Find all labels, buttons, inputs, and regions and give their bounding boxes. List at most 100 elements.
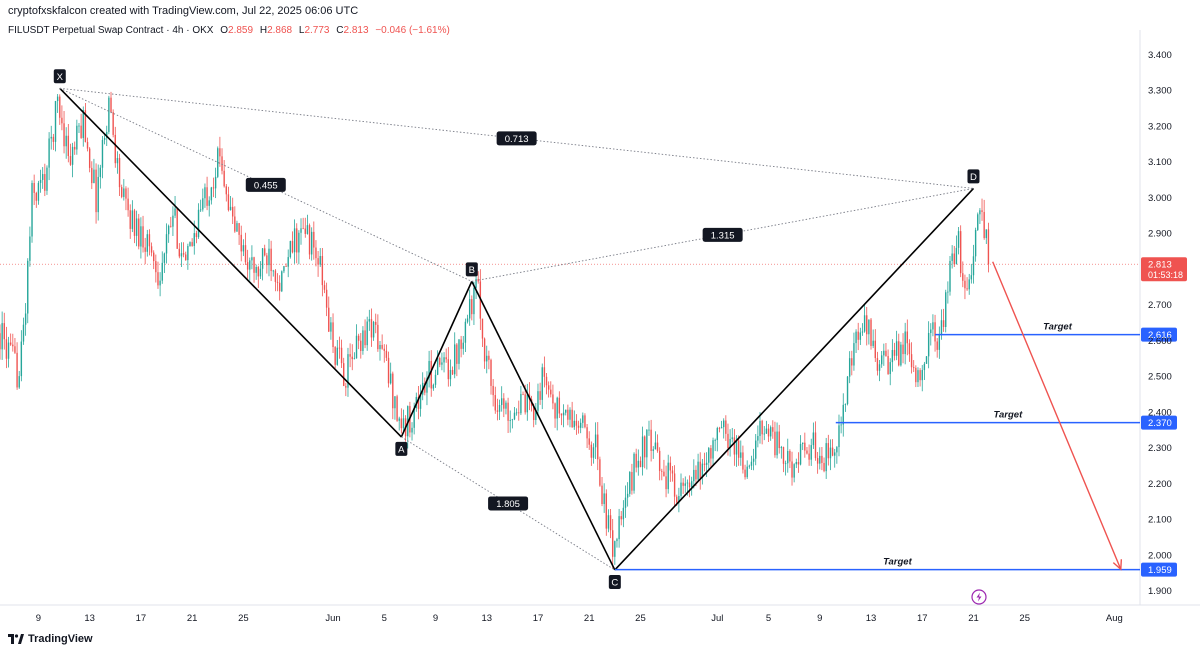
candle-body [490,359,492,386]
candle-body [112,112,114,135]
candle-body [880,355,883,365]
pattern-leg [471,281,616,571]
symbol-legend[interactable]: FILUSDT Perpetual Swap Contract · 4h · O… [8,25,450,36]
candle-body [624,497,627,508]
candle-body [701,463,704,478]
candle-body [913,367,915,369]
candle-body [665,476,667,490]
candle-body [133,210,136,236]
candle-body [116,158,119,164]
candle-body [825,443,827,472]
candle-body [144,247,146,252]
candle-body [829,447,832,459]
candle-body [253,257,255,273]
candle-body [671,470,674,474]
candle-body [259,268,262,277]
candle-body [565,409,567,413]
symbol-title[interactable]: FILUSDT Perpetual Swap Contract · 4h · O… [8,25,214,36]
x-tick-label: 9 [433,613,438,624]
candle-body [454,344,456,375]
candle-body [985,229,987,239]
target-lines[interactable]: Target 2.616 Target 2.370 Target 1.959 [614,322,1177,577]
candle-body [206,187,208,206]
candle-body [193,233,195,246]
candle-body [413,408,415,428]
candle-body [795,462,797,465]
candle-body [377,324,379,350]
candle-body [12,344,14,347]
candle-body [135,218,138,236]
candle-body [590,444,593,458]
candle-body [648,429,650,431]
candle-body [949,260,951,292]
candle-body [189,242,191,247]
candle-body [588,438,590,445]
candle-body [883,350,885,356]
candle-body [765,428,768,434]
candle-body [99,167,102,177]
projection-arrow[interactable] [992,261,1123,571]
candle-body [483,338,486,362]
ratio-label: 1.805 [496,499,520,510]
time-axis[interactable]: 9 13 17 21 25 Jun 5 9 13 17 21 25 Jul 5 9 13 17 21 25 Aug [36,613,1123,624]
candle-body [646,429,648,458]
candle-body [214,176,217,189]
ohlc-close-value: 2.813 [343,25,369,36]
candle-body [757,436,759,441]
candle-body [533,405,535,421]
candle-body [714,440,716,441]
candle-body [844,404,847,405]
tradingview-brand[interactable]: TradingView [8,633,93,645]
candle-body [165,234,168,254]
candle-body [161,262,163,281]
candle-body [693,469,695,482]
candle-body [182,253,185,255]
x-tick-label: 17 [917,613,928,624]
candle-body [381,344,383,349]
candle-body [255,266,257,273]
candle-body [202,198,204,210]
candle-body [492,385,494,396]
candle-body [389,373,392,384]
pattern-leg [614,187,975,571]
candle-body [368,319,371,322]
candle-body [889,362,891,375]
candle-body [69,156,72,165]
candle-body [464,321,467,343]
candle-body [930,329,932,333]
candle-body [686,482,689,484]
candle-body [705,462,708,465]
candle-body [742,452,744,470]
y-tick-label: 3.000 [1148,193,1172,204]
candle-body [799,443,802,465]
candle-body [740,452,742,458]
candle-body [787,451,789,464]
point-label: C [611,577,618,588]
point-badge [465,262,478,277]
candle-body [278,282,281,292]
candle-body [199,209,202,211]
harmonic-pattern[interactable]: 0.455 1.805 1.315 0.713 X A B C D [53,69,980,589]
candle-body [146,234,149,252]
candle-body [276,281,279,283]
candle-body [616,539,618,542]
ohlc-high-value: 2.868 [267,25,293,36]
candle-body [594,434,597,448]
candle-body [338,347,341,349]
candle-body [584,415,586,428]
price-axis[interactable]: 1.900 2.000 2.100 2.200 2.300 2.400 2.500 2.600… [1141,50,1187,597]
candle-body [306,225,309,234]
candle-body [942,320,945,327]
candle-body [16,352,18,388]
candle-body [789,451,791,462]
candle-body [972,256,975,276]
candle-body [97,176,99,213]
candle-body [637,460,640,468]
ratio-badge [702,227,743,242]
candle-body [197,209,200,238]
y-tick-label: 3.400 [1148,50,1172,61]
candle-body [836,447,838,453]
candle-body [20,341,23,377]
candle-body [968,279,970,290]
